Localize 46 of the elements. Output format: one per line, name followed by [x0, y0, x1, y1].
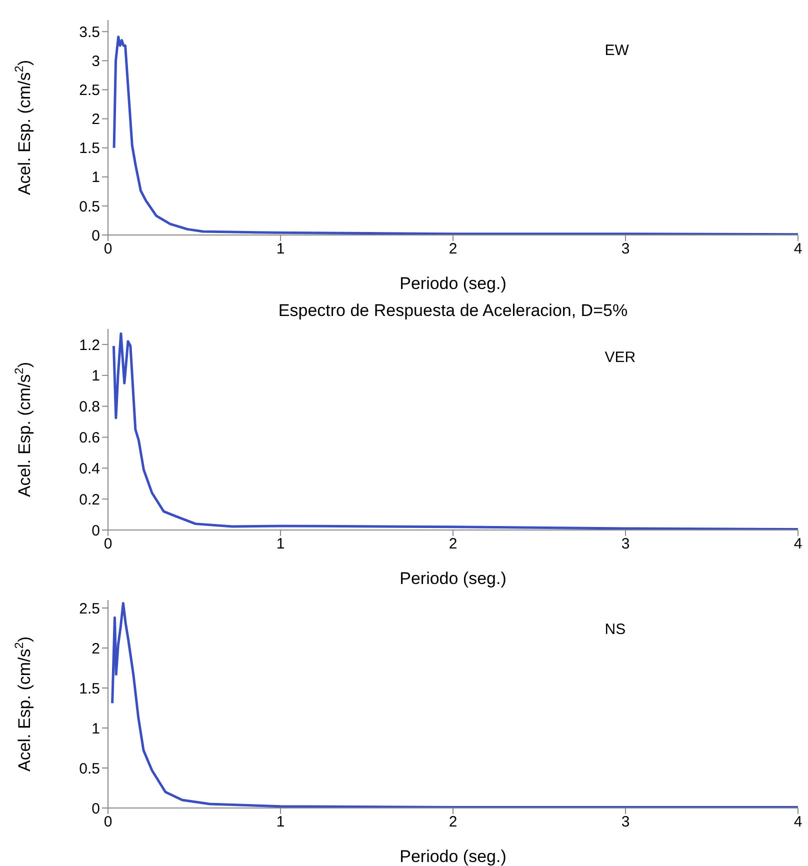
x-axis-title: Periodo (seg.) [400, 274, 506, 293]
y-tick-label: 0 [92, 522, 100, 540]
x-axis-title: Periodo (seg.) [400, 847, 506, 866]
y-tick-label: 3.5 [79, 24, 100, 41]
x-tick-label: 2 [448, 536, 458, 553]
y-tick-label: 2 [92, 111, 100, 128]
y-tick-label: 0.6 [79, 430, 100, 447]
x-tick-label: 1 [276, 814, 285, 831]
x-tick-label: 3 [621, 814, 630, 831]
x-tick-label: 2 [448, 240, 458, 258]
x-tick-label: 1 [276, 240, 285, 258]
x-tick-label: 4 [794, 814, 802, 831]
line-series [112, 332, 798, 530]
x-tick-label: 4 [794, 240, 802, 258]
y-tick-label: 0.8 [79, 398, 100, 416]
x-tick-label: 1 [276, 536, 285, 553]
x-tick-label: 0 [104, 814, 112, 831]
y-tick-label: 1 [92, 368, 100, 385]
x-tick-label: 2 [448, 814, 458, 831]
chart-title: Espectro de Respuesta de Aceleracion, D=5% [277, 301, 629, 321]
y-tick-label: 1.5 [79, 680, 100, 698]
annotation: NS [604, 620, 626, 638]
x-tick-label: 0 [104, 536, 112, 553]
y-tick-label: 1.2 [79, 336, 100, 354]
annotation: EW [604, 42, 629, 58]
y-tick-label: 2.5 [79, 600, 100, 618]
y-tick-label: 3 [92, 53, 100, 70]
y-tick-label: 1 [92, 720, 100, 738]
y-tick-label: 2 [92, 640, 100, 658]
y-tick-label: 0.5 [79, 198, 100, 216]
x-tick-label: 3 [621, 536, 630, 553]
y-tick-label: 0 [92, 227, 100, 244]
y-tick-label: 0.2 [79, 491, 100, 508]
annotation: VER [604, 349, 636, 366]
y-tick-label: 1.5 [79, 140, 100, 158]
line-series [111, 602, 798, 808]
y-tick-label: 2.5 [79, 82, 100, 100]
y-tick-label: 0.4 [79, 460, 100, 478]
x-tick-label: 4 [794, 536, 802, 553]
x-axis-title: Periodo (seg.) [400, 569, 506, 588]
y-tick-label: 1 [92, 169, 100, 186]
x-tick-label: 3 [621, 240, 630, 258]
line-series [112, 36, 798, 235]
y-tick-label: 0 [92, 800, 100, 818]
y-tick-label: 0.5 [79, 760, 100, 778]
x-tick-label: 0 [104, 240, 112, 258]
